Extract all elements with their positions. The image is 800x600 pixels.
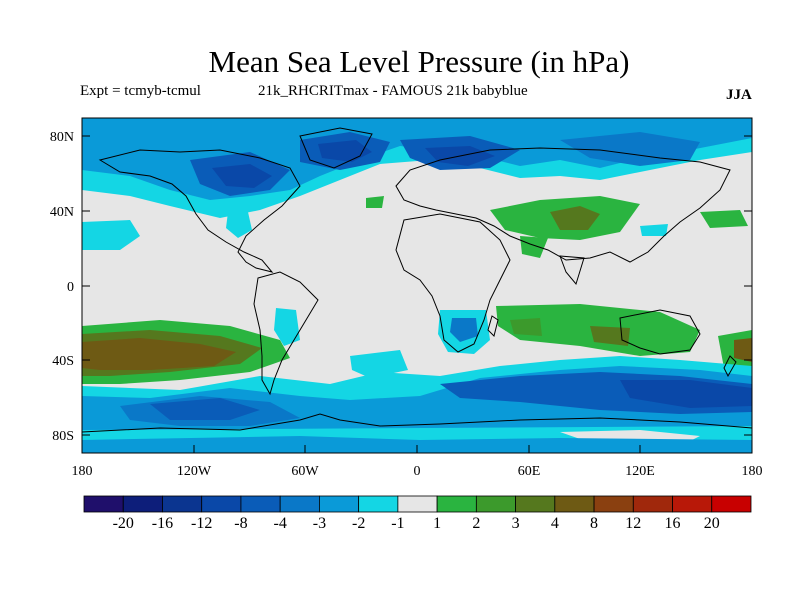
colorbar-swatch	[436, 495, 477, 513]
colorbar-label: 4	[551, 515, 559, 532]
colorbar-label: 1	[433, 515, 441, 532]
coastlines	[82, 127, 752, 433]
colorbar-label: -12	[191, 515, 212, 532]
colorbar-label: -20	[113, 515, 134, 532]
tibet-green-region	[520, 236, 548, 258]
colorbar-swatch	[83, 495, 124, 513]
colorbar-swatch	[554, 495, 595, 513]
colorbar-label: 12	[625, 515, 641, 532]
n-pacific-cyan-region	[82, 220, 140, 250]
colorbar-swatch	[201, 495, 242, 513]
india-coast	[559, 255, 585, 286]
colorbar-swatch	[358, 495, 399, 513]
colorbar-swatch	[397, 495, 438, 513]
south-america-coast	[253, 271, 319, 396]
colorbar: -20 -16 -12 -8 -4 -3 -2 -1 1 2 3 4 8 12 16 20	[83, 495, 752, 532]
greenland-coast	[299, 127, 373, 169]
colorbar-label: -4	[274, 515, 287, 532]
colorbar-label: 3	[512, 515, 520, 532]
colorbar-swatch	[240, 495, 281, 513]
colorbar-label: 20	[704, 515, 720, 532]
colorbar-label: -3	[313, 515, 326, 532]
colorbar-swatch	[122, 495, 163, 513]
colorbar-label: 16	[665, 515, 681, 532]
experiment-label: Expt = tcmyb-tcmul	[80, 83, 201, 99]
east-australia-brown-patch	[734, 338, 752, 362]
lon-label-120e: 120E	[625, 464, 655, 479]
lon-label-180e: 180	[742, 464, 763, 479]
australia-coast	[619, 309, 701, 355]
lat-label-40n: 40N	[50, 205, 74, 220]
pacific-green-patch	[700, 210, 748, 228]
colorbar-swatch	[711, 495, 752, 513]
asia-olive-region	[550, 206, 600, 230]
lat-tick-marks	[82, 135, 752, 436]
colorbar-swatch	[632, 495, 673, 513]
lon-tick-marks	[81, 445, 753, 453]
new-zealand-coast	[723, 355, 737, 378]
s-america-cyan-patch	[274, 308, 300, 346]
antarctica-coast	[82, 413, 752, 433]
colorbar-label: -16	[152, 515, 173, 532]
pacific-cyan-patch	[640, 224, 668, 236]
colorbar-swatch	[319, 495, 360, 513]
n-atlantic-cyan-patch	[226, 212, 252, 238]
north-america-coast	[98, 149, 301, 273]
lon-label-60e: 60E	[518, 464, 541, 479]
colorbar-label: 8	[590, 515, 598, 532]
pressure-field	[82, 118, 752, 453]
lon-label-60w: 60W	[291, 464, 319, 479]
n-atlantic-green-patch	[366, 196, 384, 208]
africa-coast	[395, 213, 511, 353]
lon-label-120w: 120W	[177, 464, 212, 479]
lat-label-0: 0	[67, 280, 74, 295]
lat-label-80n: 80N	[50, 130, 74, 145]
lat-label-40s: 40S	[52, 354, 74, 369]
madagascar-coast	[487, 315, 499, 337]
colorbar-swatch	[475, 495, 516, 513]
colorbar-swatch	[593, 495, 634, 513]
canada-dark-blue-region	[212, 164, 272, 188]
lon-label-0: 0	[414, 464, 421, 479]
s-africa-blue-patch	[450, 318, 478, 342]
comparison-label: 21k_RHCRITmax - FAMOUS 21k babyblue	[258, 83, 528, 99]
colorbar-swatch	[162, 495, 203, 513]
colorbar-label: 2	[472, 515, 480, 532]
southern-ocean-blue-region	[150, 398, 260, 420]
colorbar-swatch	[515, 495, 556, 513]
indian-ocean-olive-patch	[590, 326, 630, 346]
colorbar-label: -1	[391, 515, 404, 532]
lat-label-80s: 80S	[52, 429, 74, 444]
colorbar-label: -2	[352, 515, 365, 532]
colorbar-swatch	[279, 495, 320, 513]
colorbar-swatch	[672, 495, 713, 513]
season-label: JJA	[726, 87, 752, 103]
lon-label-180w: 180	[72, 464, 93, 479]
colorbar-label: -8	[234, 515, 247, 532]
siberia-blue-region	[560, 132, 700, 166]
indian-ocean-dark-green-patch	[510, 318, 542, 336]
eurasia-coast	[395, 147, 731, 263]
chart-title: Mean Sea Level Pressure (in hPa)	[208, 44, 630, 79]
s-atlantic-cyan-patch	[350, 350, 408, 378]
antarctic-light-blue-strip	[82, 436, 752, 453]
s-pacific-brown-region	[82, 338, 236, 370]
s-indian-dark-blue-region	[620, 380, 752, 408]
